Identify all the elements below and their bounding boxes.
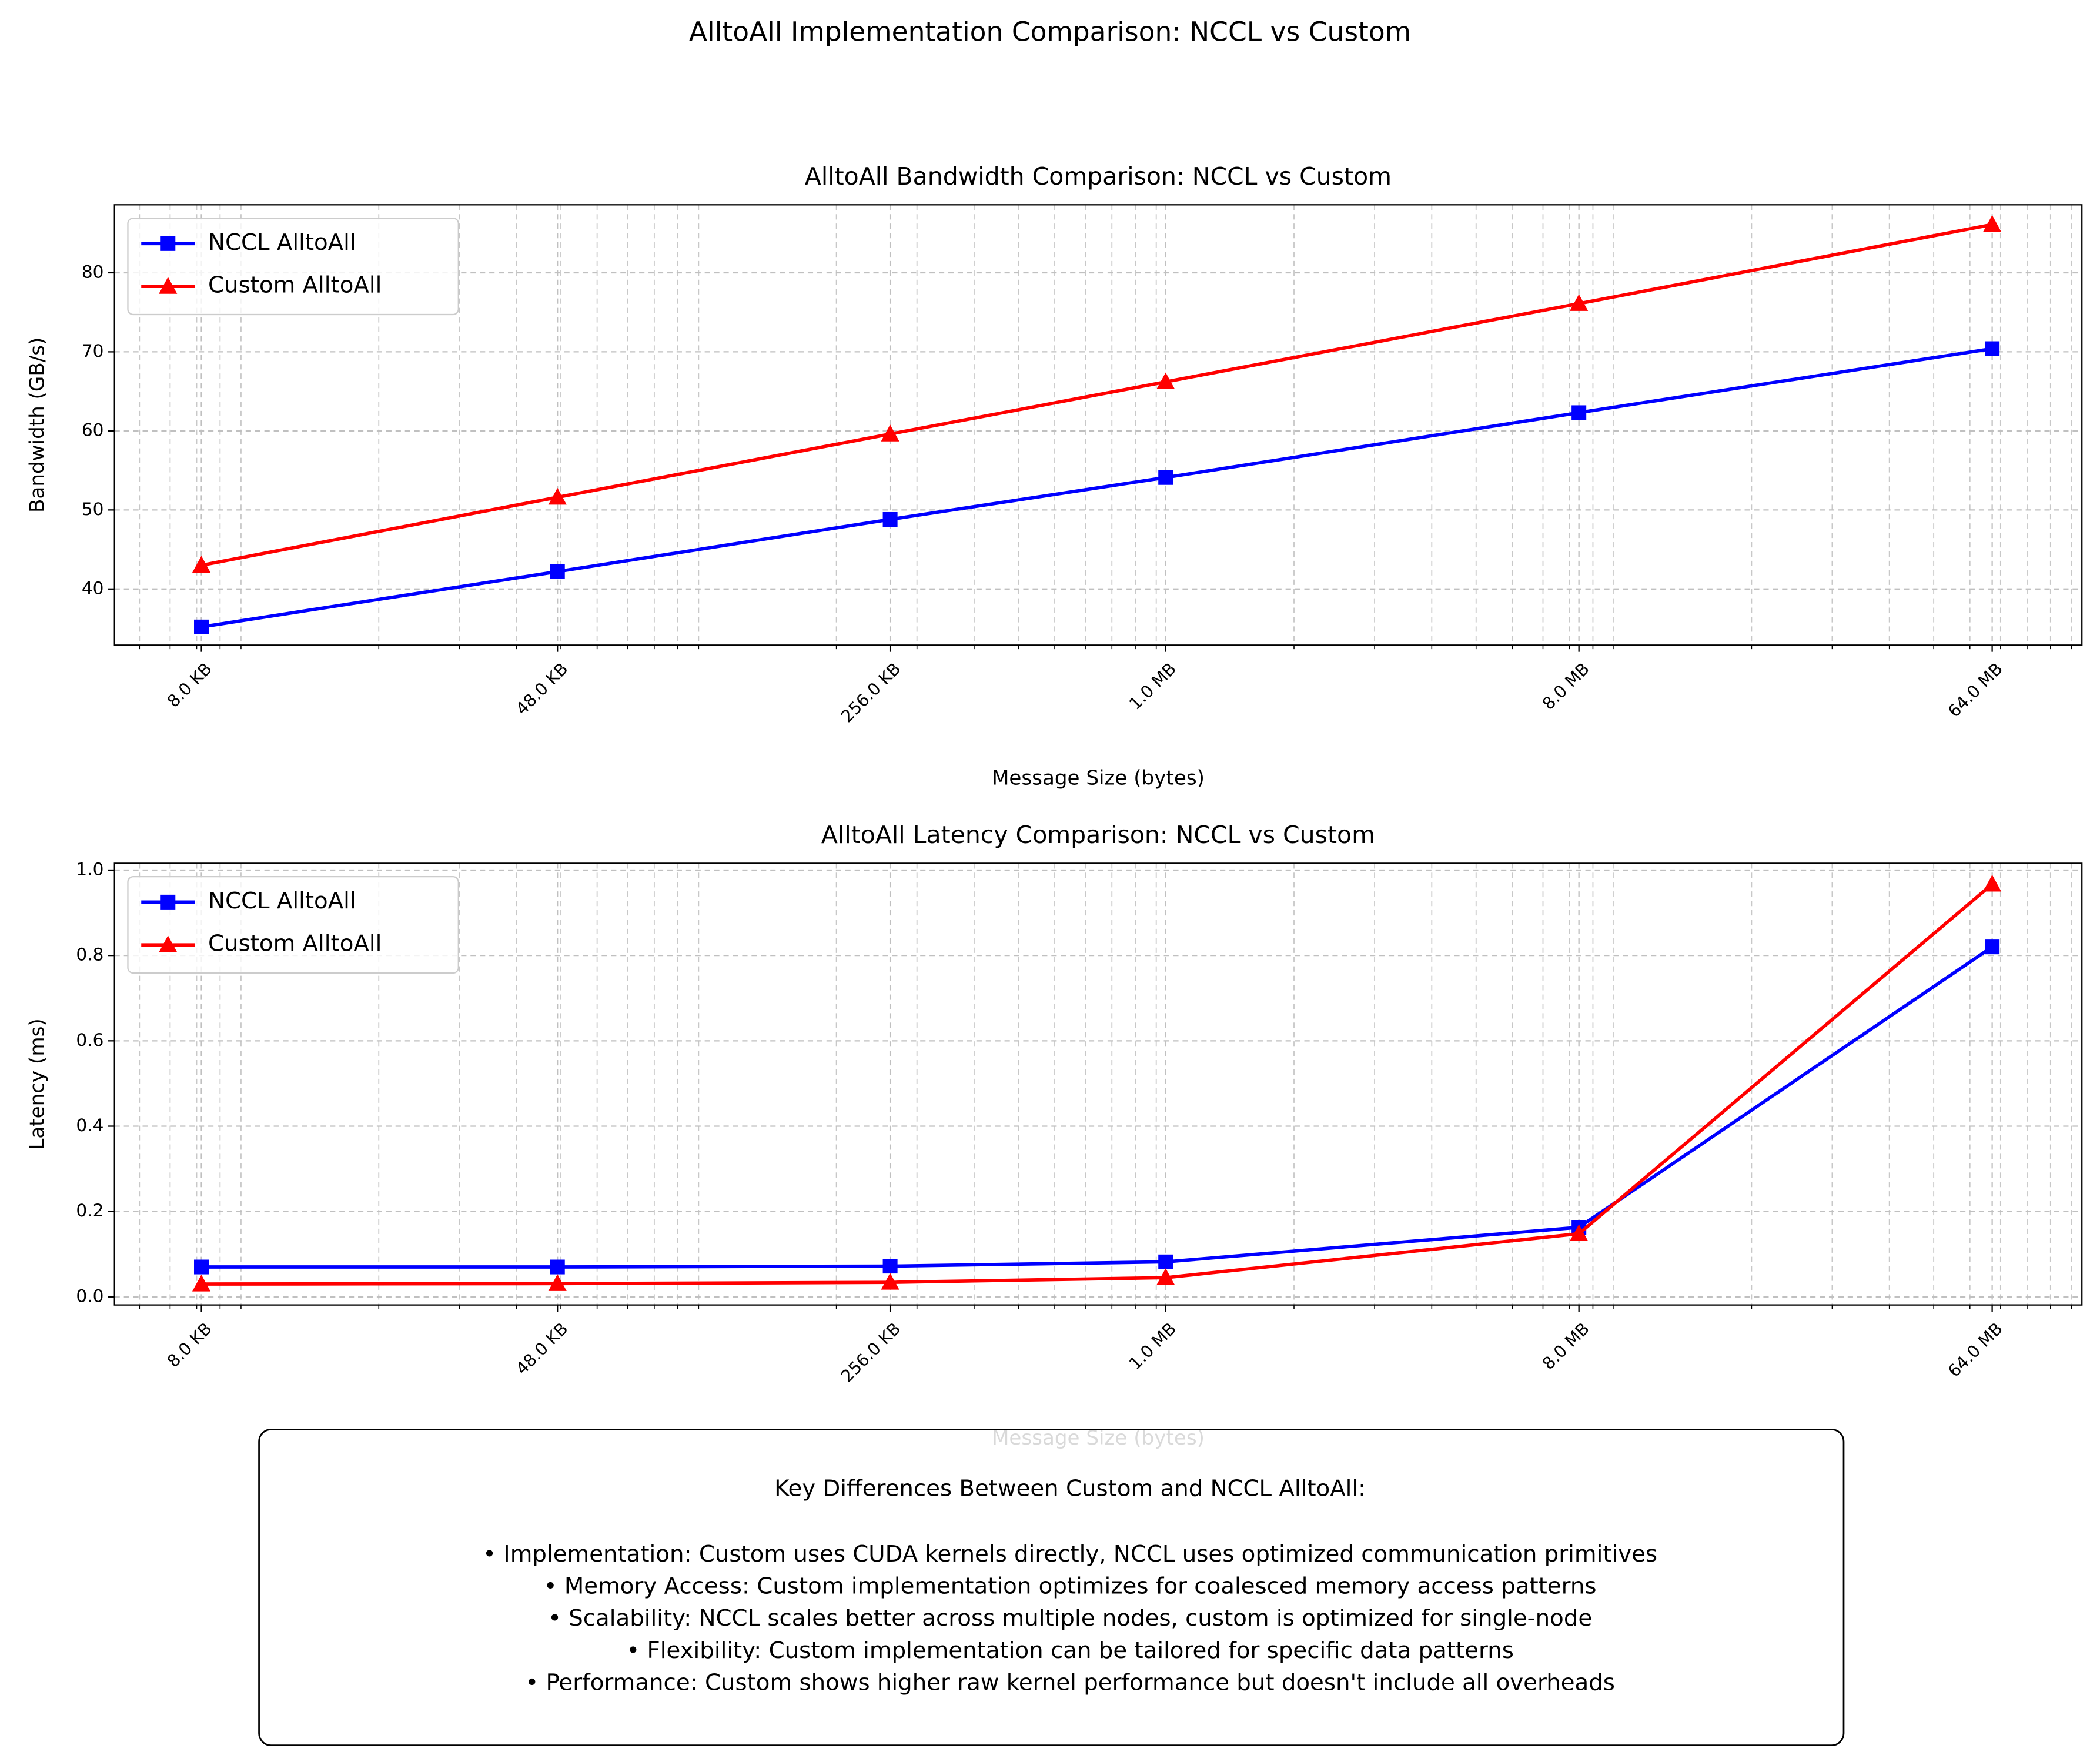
- chart-title: AlltoAll Bandwidth Comparison: NCCL vs C…: [805, 162, 1392, 190]
- y-axis-label: Latency (ms): [25, 1018, 49, 1149]
- y-tick-label: 60: [82, 420, 104, 440]
- text-box-item: • Flexibility: Custom implementation can…: [626, 1637, 1514, 1664]
- text-box-item: • Performance: Custom shows higher raw k…: [525, 1669, 1615, 1696]
- text-box: [258, 1428, 1845, 1746]
- marker: [881, 1273, 899, 1290]
- marker: [550, 1259, 565, 1275]
- marker: [1158, 470, 1173, 485]
- marker: [194, 619, 209, 634]
- y-tick-label: 0.8: [76, 945, 103, 965]
- marker: [160, 894, 176, 910]
- marker: [1985, 341, 2000, 356]
- marker: [882, 1259, 898, 1274]
- marker: [1570, 1224, 1589, 1241]
- series-line: [201, 347, 1993, 629]
- y-tick-label: 1.0: [76, 859, 103, 879]
- text-box-item: • Implementation: Custom uses CUDA kerne…: [483, 1541, 1657, 1567]
- marker: [194, 1259, 209, 1275]
- y-tick-label: 70: [82, 341, 104, 361]
- y-tick-label: 0.0: [76, 1286, 103, 1306]
- marker: [1985, 939, 2000, 955]
- legend-box: [127, 217, 459, 316]
- x-axis-label: Message Size (bytes): [992, 766, 1205, 790]
- series-line: [201, 882, 1994, 1286]
- marker: [192, 1275, 211, 1292]
- marker: [192, 556, 211, 573]
- legend-label: NCCL AlltoAll: [208, 229, 356, 256]
- marker: [1158, 1254, 1173, 1269]
- y-axis-label: Bandwidth (GB/s): [25, 337, 49, 513]
- marker: [159, 935, 178, 952]
- legend-label: NCCL AlltoAll: [208, 888, 356, 914]
- figure-title: AlltoAll Implementation Comparison: NCCL…: [689, 16, 1411, 47]
- marker: [1983, 215, 2002, 232]
- y-tick-label: 50: [82, 499, 104, 519]
- marker: [159, 277, 178, 294]
- series-line: [200, 223, 1993, 567]
- legend-box: [127, 876, 459, 974]
- plot-frame: [113, 204, 2083, 646]
- marker: [548, 1274, 567, 1291]
- y-tick-label: 0.2: [76, 1201, 103, 1221]
- marker: [1156, 372, 1175, 390]
- marker: [881, 424, 899, 442]
- marker: [1571, 405, 1587, 420]
- marker: [160, 236, 176, 251]
- marker: [1156, 1268, 1175, 1285]
- marker: [1983, 874, 2002, 892]
- legend-label: Custom AlltoAll: [208, 272, 382, 299]
- text-box-item: • Memory Access: Custom implementation o…: [544, 1573, 1597, 1599]
- y-tick-label: 40: [82, 578, 104, 598]
- marker: [882, 511, 898, 527]
- y-tick-label: 80: [82, 262, 104, 282]
- plot-frame: [113, 862, 2083, 1306]
- y-tick-label: 0.6: [76, 1030, 103, 1050]
- legend-label: Custom AlltoAll: [208, 931, 382, 957]
- marker: [550, 564, 565, 579]
- marker: [548, 487, 567, 505]
- y-tick-label: 0.4: [76, 1115, 103, 1135]
- marker: [1570, 294, 1589, 311]
- chart-title: AlltoAll Latency Comparison: NCCL vs Cus…: [821, 821, 1375, 849]
- text-box-title: Key Differences Between Custom and NCCL …: [774, 1475, 1366, 1502]
- text-box-item: • Scalability: NCCL scales better across…: [548, 1605, 1592, 1631]
- series-line: [201, 945, 1994, 1269]
